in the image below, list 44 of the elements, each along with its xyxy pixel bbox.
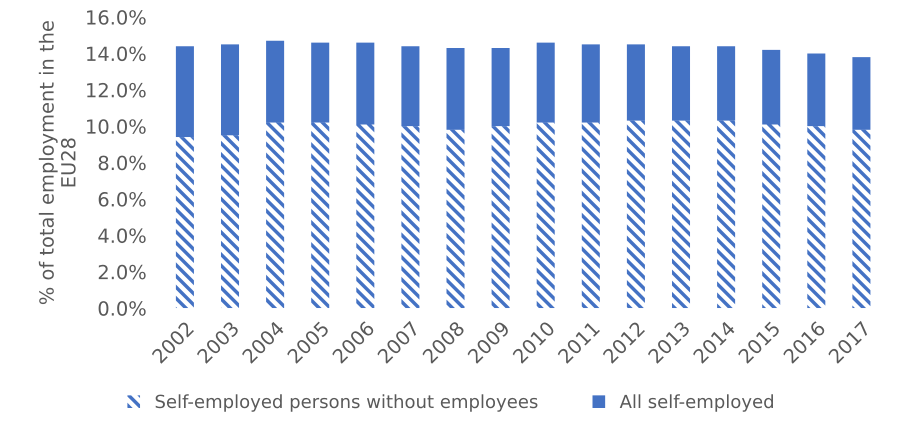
- bar: [672, 46, 690, 121]
- bar: [401, 46, 420, 126]
- y-tick-label: 16.0%: [87, 10, 146, 25]
- legend-label: All self-employed: [620, 394, 773, 412]
- y-tick-label: 2.0%: [98, 264, 146, 280]
- y-tick-label: 4.0%: [98, 228, 146, 244]
- bar: [807, 126, 826, 308]
- bar: [176, 137, 194, 308]
- bar: [852, 57, 870, 130]
- bar: [492, 126, 510, 308]
- bar: [266, 122, 284, 308]
- bar: [582, 44, 600, 123]
- bar: [311, 42, 330, 123]
- y-tick-label: 14.0%: [87, 46, 146, 62]
- bar: [356, 124, 374, 308]
- bar: [220, 135, 240, 308]
- y-tick-label: 8.0%: [98, 156, 146, 170]
- y-tick-label: 10.0%: [87, 119, 146, 134]
- bar: [762, 50, 780, 124]
- bar: [717, 120, 736, 308]
- bar: [626, 44, 645, 121]
- y-axis-title: % of total employment in the EU28: [38, 21, 76, 304]
- bar: [492, 48, 510, 126]
- bar: [807, 54, 826, 126]
- bar: [536, 122, 555, 308]
- bar: [762, 124, 780, 308]
- bar: [266, 40, 284, 123]
- bar: [582, 122, 600, 308]
- bar: [536, 42, 555, 123]
- bar: [356, 42, 374, 124]
- bar: [626, 120, 645, 308]
- legend-label: Self-employed persons without employees: [156, 394, 538, 412]
- bar: [446, 48, 465, 130]
- y-tick-label: 6.0%: [98, 192, 146, 207]
- y-tick-label: 0.0%: [98, 301, 146, 316]
- bar: [311, 122, 330, 308]
- bar: [446, 130, 465, 308]
- bar: [176, 46, 194, 138]
- y-tick-label: 12.0%: [87, 82, 146, 98]
- bar: [220, 44, 240, 136]
- bar: [717, 46, 736, 121]
- bar: [401, 126, 420, 308]
- bar: [852, 130, 870, 308]
- bar: [672, 120, 690, 308]
